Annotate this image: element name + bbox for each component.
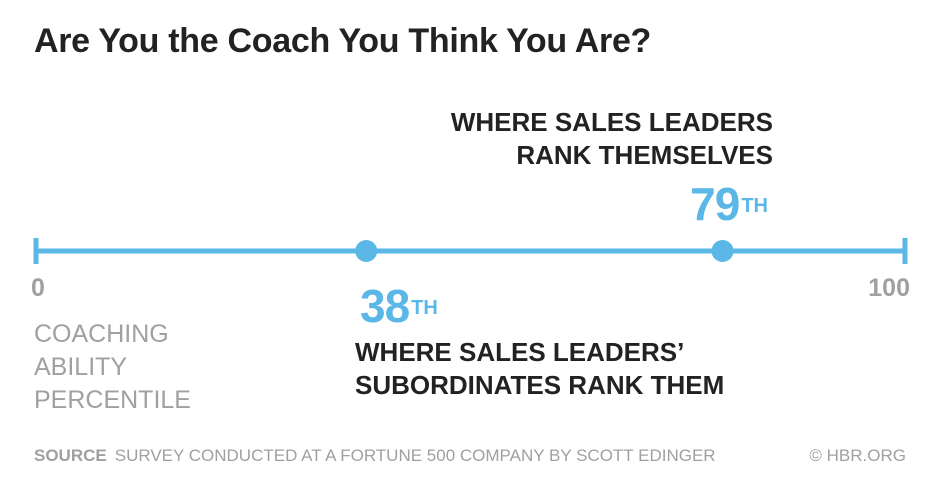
source-text: SURVEY CONDUCTED AT A FORTUNE 500 COMPAN… (114, 446, 716, 465)
axis-label-line-3: PERCENTILE (34, 386, 191, 414)
annotation-self-line-1: WHERE SALES LEADERS (450, 107, 773, 137)
data-point-self (711, 240, 734, 262)
source-note: SOURCE SURVEY CONDUCTED AT A FORTUNE 500 … (34, 446, 716, 466)
tick-label-max: 100 (868, 274, 910, 302)
credit: © HBR.ORG (809, 446, 906, 465)
value-subordinates: 38 (360, 280, 410, 332)
axis-label-line-2: ABILITY (34, 353, 128, 381)
axis-label-line-1: COACHING (34, 320, 169, 348)
source-label: SOURCE (34, 446, 107, 465)
value-label-subordinates: 38 TH (360, 283, 438, 329)
annotation-subordinates: WHERE SALES LEADERS’ SUBORDINATES RANK T… (355, 336, 724, 402)
data-point-subordinates (355, 240, 378, 262)
axis-label: COACHING ABILITY PERCENTILE (34, 318, 191, 417)
annotation-self: WHERE SALES LEADERS RANK THEMSELVES (451, 106, 773, 172)
tick-label-min: 0 (31, 274, 45, 302)
annotation-subordinates-line-2: SUBORDINATES RANK THEM (355, 370, 725, 400)
value-self: 79 (690, 178, 740, 230)
chart-title: Are You the Coach You Think You Are? (34, 22, 652, 60)
value-subordinates-suffix: TH (411, 297, 438, 319)
annotation-self-line-2: RANK THEMSELVES (516, 140, 773, 170)
value-label-self: 79 TH (690, 181, 768, 227)
value-self-suffix: TH (741, 195, 768, 217)
annotation-subordinates-line-1: WHERE SALES LEADERS’ (355, 337, 685, 367)
